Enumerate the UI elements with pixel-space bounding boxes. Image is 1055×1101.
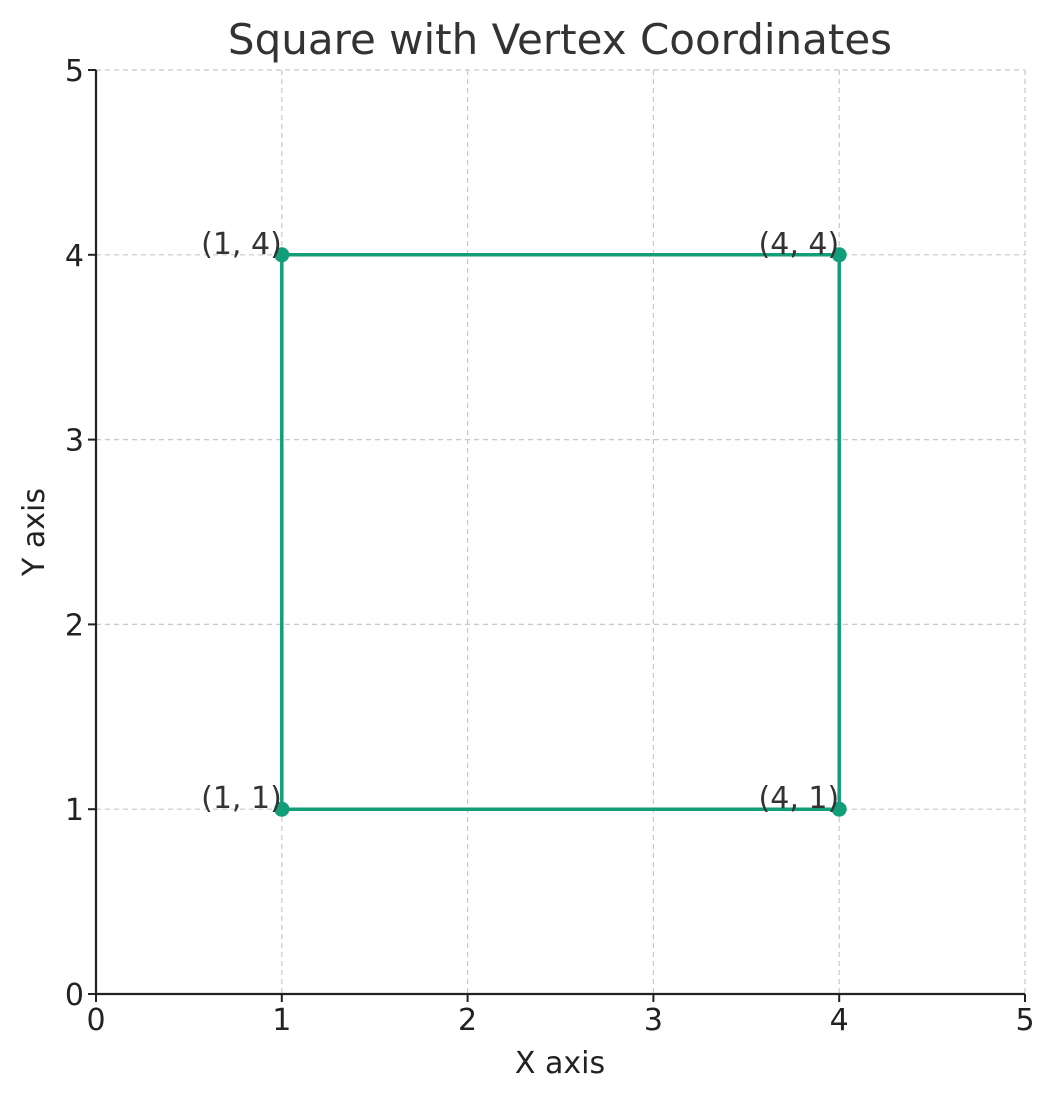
x-tick-label: 1 [272, 1003, 291, 1038]
square-outline [280, 253, 841, 811]
axes-spines [94, 70, 1025, 996]
vertex-label: (1, 1) [201, 781, 282, 816]
vertex-label: (1, 4) [201, 227, 282, 262]
y-tick-label: 3 [65, 424, 84, 459]
y-tick-label: 4 [65, 239, 84, 274]
grid-layer [96, 69, 1026, 994]
chart-title: Square with Vertex Coordinates [228, 15, 892, 64]
y-tick-label: 1 [65, 793, 84, 828]
x-tick-label: 4 [830, 1003, 849, 1038]
y-axis-label: Y axis [17, 488, 52, 577]
x-tick-label: 2 [458, 1003, 477, 1038]
vertex-point [274, 247, 290, 263]
x-axis-label: X axis [515, 1046, 605, 1081]
vertex-point [831, 247, 847, 263]
vertex-point [274, 801, 290, 817]
y-tick-label: 2 [65, 608, 84, 643]
x-tick-label: 3 [644, 1003, 663, 1038]
x-tick-label: 0 [86, 1003, 105, 1038]
axis-ticks: 0 1 2 3 4 5 0 1 2 3 4 5 [65, 54, 1035, 1038]
y-tick-label: 5 [65, 54, 84, 89]
vertex-label: (4, 4) [759, 227, 840, 262]
x-tick-label: 5 [1015, 1003, 1034, 1038]
vertex-label: (4, 1) [759, 781, 840, 816]
y-tick-label: 0 [65, 978, 84, 1013]
vertex-point [831, 801, 847, 817]
vertex-labels: (1, 1) (4, 1) (4, 4) (1, 4) [201, 227, 839, 816]
series-layer [274, 247, 847, 817]
